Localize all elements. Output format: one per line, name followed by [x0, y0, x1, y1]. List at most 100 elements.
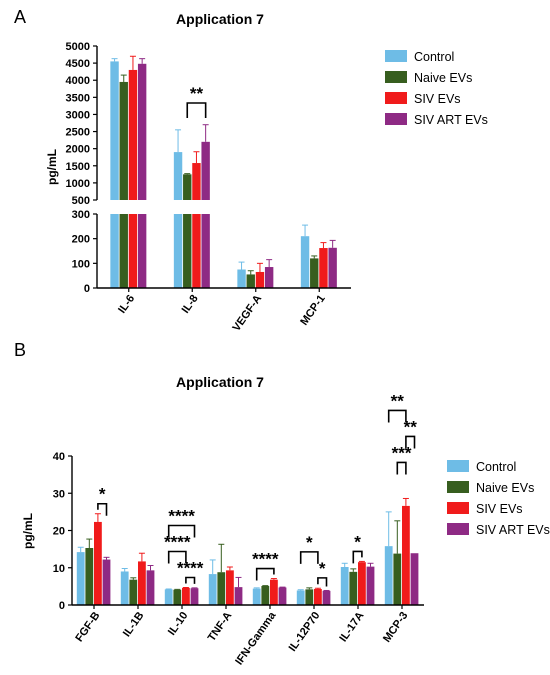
legend-swatch [385, 92, 407, 104]
bar [322, 590, 331, 605]
significance-b-2-line [167, 550, 187, 564]
bar [237, 269, 246, 288]
significance-b-10-label: *** [392, 443, 412, 462]
x-tick-label: TNF-A [206, 610, 235, 644]
bar-lower [137, 214, 147, 288]
significance-b-8-line [387, 409, 407, 423]
bar-ifn-gamma-siv-art-evs [278, 586, 287, 605]
bar-tnf-a-siv-art-evs [234, 576, 243, 605]
y-tick-label: 300 [72, 209, 90, 221]
legend-swatch [447, 523, 469, 535]
bar-upper [119, 81, 128, 200]
bar-mcp-1-siv-evs [319, 242, 328, 288]
bar-fgf-b-naive-evs [85, 538, 94, 605]
significance-b-9-label: ** [404, 417, 418, 436]
bar-ifn-gamma-siv-evs [270, 578, 278, 605]
bar-il-8-siv-art-evs [201, 124, 210, 288]
bar-il-1b-naive-evs [129, 577, 138, 605]
legend-label: Control [476, 460, 516, 474]
y-tick-label: 3500 [66, 92, 90, 104]
significance-b-4-label: **** [252, 550, 279, 569]
bar [173, 589, 182, 605]
bar-lower [201, 214, 210, 288]
bar-mcp-3-siv-art-evs [410, 553, 419, 605]
bar [182, 587, 190, 605]
y-tick-label: 500 [72, 195, 90, 207]
significance-b-10-line [396, 461, 407, 475]
chart-a-ylabel: pg/mL [45, 149, 59, 185]
significance-b-4-line [255, 567, 275, 581]
significance-b-2-label: **** [164, 532, 191, 551]
significance-b-9-line [405, 435, 416, 449]
significance-b-5-label: * [306, 533, 313, 552]
significance-a-0-label: ** [190, 84, 204, 103]
y-tick-label: 4000 [66, 75, 90, 87]
bar [252, 588, 261, 605]
legend-label: SIV ART EVs [476, 523, 550, 537]
bar-mcp-1-naive-evs [310, 255, 319, 288]
bar-lower [192, 214, 201, 288]
bar [310, 258, 319, 288]
bar [120, 571, 129, 605]
bar [314, 588, 322, 605]
bar-il-8-control [173, 129, 183, 288]
bar [358, 562, 366, 605]
bar [270, 579, 278, 605]
bar [278, 587, 287, 605]
legend-label: Control [414, 50, 454, 64]
legend-label: SIV EVs [476, 502, 523, 516]
bar [94, 521, 102, 605]
bar [76, 552, 85, 605]
significance-b-3-line [185, 576, 196, 584]
y-tick-label: 4500 [66, 58, 90, 70]
x-tick-label: IFN-Gamma [233, 609, 279, 667]
x-tick-label: MCP-3 [381, 610, 410, 645]
y-tick-label: 0 [84, 283, 90, 295]
bar-il-17a-naive-evs [349, 568, 358, 605]
bar-fgf-b-control [76, 546, 85, 605]
bar-il-6-control [110, 58, 119, 288]
bar [402, 505, 410, 605]
bar-il-10-siv-evs [182, 586, 190, 605]
chart-a-title: Application 7 [176, 11, 264, 27]
bar [164, 589, 173, 605]
x-tick-label: IL-8 [180, 293, 201, 316]
bar [300, 236, 310, 288]
bar-il-17a-siv-evs [358, 560, 366, 605]
bar-fgf-b-siv-evs [94, 513, 102, 605]
y-tick-label: 40 [53, 451, 65, 463]
significance-b-6-label: * [319, 559, 326, 578]
bar-vegf-a-naive-evs [246, 270, 255, 288]
bar-upper [183, 174, 192, 200]
bar-upper [192, 163, 201, 200]
bar [226, 570, 234, 605]
x-tick-label: IL-6 [116, 293, 137, 316]
legend-swatch [447, 460, 469, 472]
bar-mcp-1-control [300, 224, 310, 288]
x-tick-label: FGF-B [73, 610, 102, 644]
bar [217, 572, 226, 605]
bar [384, 546, 393, 605]
y-tick-label: 20 [53, 526, 65, 538]
bar-il-1b-siv-art-evs [146, 565, 155, 605]
bar [319, 248, 328, 288]
x-tick-label: IL-10 [166, 610, 191, 638]
bar [305, 589, 314, 605]
bar [146, 570, 155, 605]
bar-mcp-1-siv-art-evs [328, 239, 337, 288]
panel-letter-b: B [14, 340, 26, 360]
bar-il-1b-control [120, 567, 129, 605]
bar [129, 579, 138, 605]
bar [296, 590, 305, 605]
bar-vegf-a-siv-evs [255, 262, 265, 288]
bar-il-6-siv-art-evs [137, 58, 147, 288]
bar [138, 561, 146, 605]
legend-a: Control Naive EVs SIV EVs SIV ART EVs [385, 50, 488, 127]
legend-swatch [447, 481, 469, 493]
bar [255, 271, 265, 288]
y-tick-label: 5000 [66, 41, 90, 53]
chart-b-title: Application 7 [176, 374, 264, 390]
legend-swatch [447, 502, 469, 514]
bar-mcp-3-naive-evs [393, 520, 402, 605]
bar-mcp-3-control [384, 511, 393, 605]
